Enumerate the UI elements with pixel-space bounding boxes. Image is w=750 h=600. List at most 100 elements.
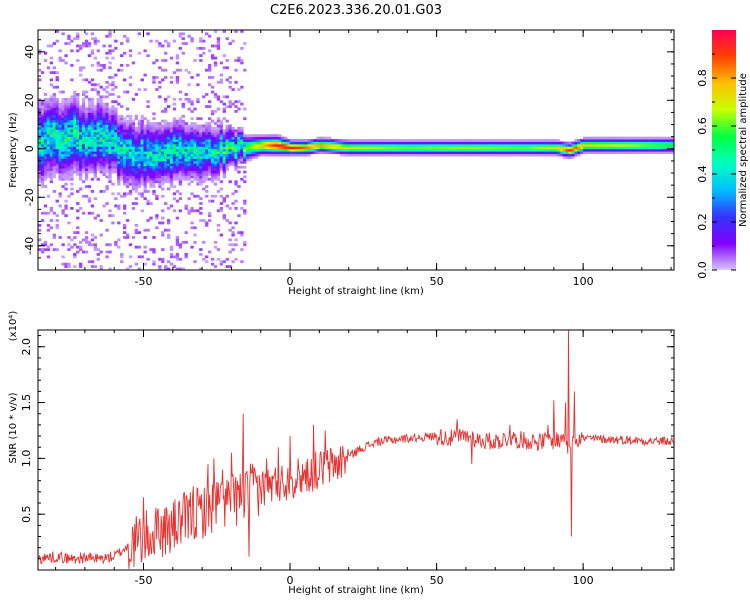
heatmap-cell [128,139,133,142]
heatmap-cell [125,131,130,135]
heatmap-cell [137,136,141,140]
heatmap-cell [591,141,596,145]
heatmap-cell [96,97,100,101]
heatmap-cell [615,151,619,155]
heatmap-cell [175,190,180,193]
heatmap-cell [436,148,440,152]
heatmap-cell [161,194,165,198]
heatmap-cell [105,160,109,164]
heatmap-cell [272,134,276,138]
heatmap-cell [650,136,654,140]
heatmap-cell [559,143,564,147]
heatmap-cell [93,163,98,167]
heatmap-cell [328,146,332,150]
heatmap-cell [117,95,121,99]
heatmap-cell [630,151,634,155]
heatmap-cell [202,187,206,191]
heatmap-cell [650,148,654,152]
heatmap-cell [240,134,244,138]
heatmap-cell [328,136,332,140]
heatmap-cell [61,173,65,176]
heatmap-cell [40,119,45,123]
heatmap-cell [99,126,103,130]
heatmap-cell [202,139,206,142]
heatmap-cell [52,158,56,162]
heatmap-cell [140,122,144,125]
heatmap-cell [527,139,531,142]
heatmap-cell [509,151,514,155]
heatmap-cell [128,243,133,247]
heatmap-cell [123,223,127,227]
heatmap-cell [152,126,156,130]
heatmap-cell [354,139,358,142]
heatmap-cell [249,146,253,150]
heatmap-cell [249,153,253,157]
heatmap-cell [419,146,423,150]
heatmap-cell [284,151,288,155]
heatmap-cell [52,190,56,193]
heatmap-cell [383,146,388,150]
heatmap-cell [237,148,241,152]
heatmap-cell [231,39,235,43]
heatmap-cell [123,163,127,167]
heatmap-cell [275,146,279,150]
heatmap-cell [234,143,238,147]
heatmap-cell [43,97,48,101]
heatmap-cell [58,192,62,196]
heatmap-cell [266,134,270,138]
heatmap-cell [128,141,133,145]
heatmap-cell [125,168,130,171]
heatmap-cell [190,129,194,133]
heatmap-cell [108,243,112,247]
heatmap-cell [419,139,423,142]
heatmap-cell [73,143,77,147]
heatmap-cell [231,260,235,264]
heatmap-cell [43,59,48,62]
heatmap-cell [559,148,564,152]
heatmap-cell [84,126,89,130]
heatmap-cell [498,139,502,142]
heatmap-cell [416,143,420,147]
heatmap-cell [67,134,71,138]
heatmap-cell [351,139,355,142]
heatmap-cell [216,129,221,133]
heatmap-cell [152,250,156,254]
heatmap-cell [79,240,83,244]
heatmap-cell [166,177,171,181]
heatmap-cell [404,148,408,152]
heatmap-cell [190,221,194,225]
heatmap-cell [61,262,65,266]
heatmap-cell [178,117,183,121]
heatmap-cell [87,134,92,138]
heatmap-cell [269,141,273,145]
heatmap-cell [202,257,206,261]
heatmap-cell [462,151,467,155]
heatmap-cell [152,165,156,169]
heatmap-cell [641,146,646,150]
heatmap-cell [210,136,215,140]
heatmap-cell [123,136,127,140]
heatmap-cell [246,158,250,162]
heatmap-cell [222,107,226,111]
heatmap-cell [67,177,71,181]
heatmap-cell [140,119,144,123]
heatmap-cell [99,129,103,133]
heatmap-cell [527,153,531,157]
heatmap-cell [93,114,98,118]
heatmap-cell [93,131,98,135]
heatmap-cell [49,100,54,104]
heatmap-cell [105,151,109,155]
heatmap-cell [231,163,235,167]
heatmap-cell [404,151,408,155]
heatmap-cell [178,192,183,196]
heatmap-cell [213,170,218,174]
heatmap-cell [128,265,133,268]
heatmap-cell [240,30,244,33]
heatmap-cell [205,139,209,142]
heatmap-cell [93,151,98,155]
heatmap-cell [222,110,226,113]
heatmap-cell [207,131,212,135]
heatmap-cell [506,146,511,150]
heatmap-cell [81,165,86,169]
heatmap-cell [158,124,162,128]
